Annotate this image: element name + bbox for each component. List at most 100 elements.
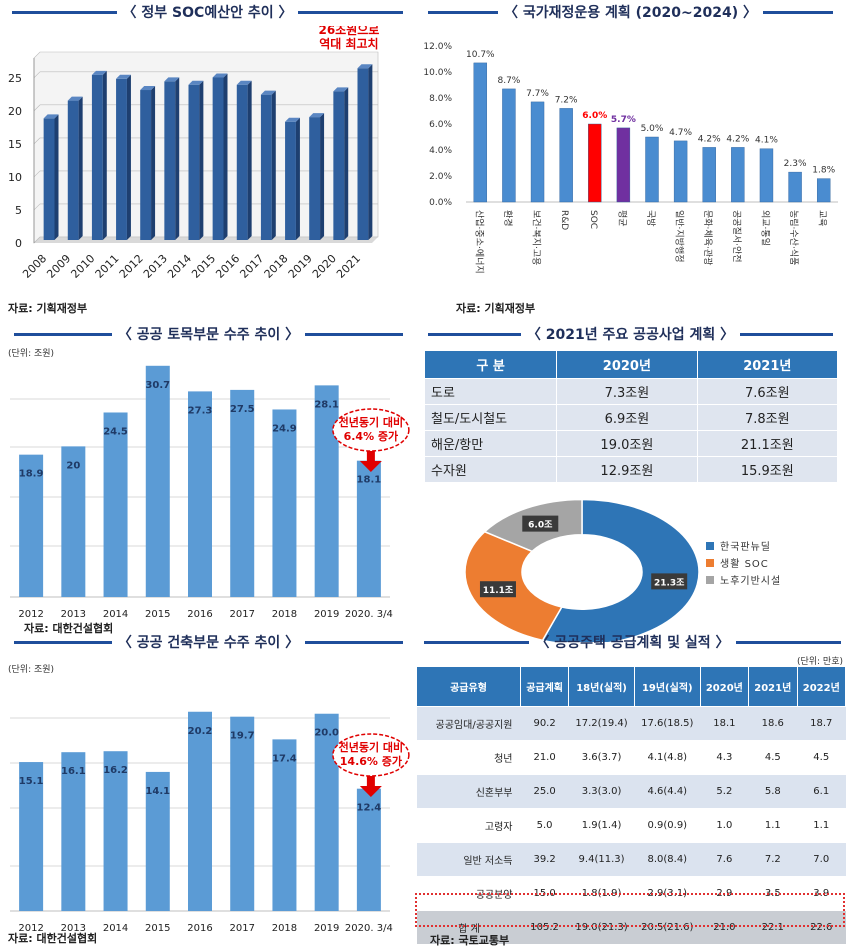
y-tick-label: 5 (15, 204, 22, 217)
total-row: 합 계 105.2 19.0(21.3) 20.5(21.6) 21.0 22.1 22.6 (416, 910, 846, 945)
table-cell: 5.8 (748, 774, 798, 809)
bar-top (116, 74, 131, 79)
unit-note: (단위: 조원) (8, 349, 55, 359)
legend-item: 한국판뉴딜 (706, 537, 781, 554)
x-tick-label: 문화·체육·관광 (702, 210, 714, 265)
column-header: 2021년 (696, 350, 839, 379)
table-cell: 신혼부부 (416, 774, 521, 809)
bar (145, 771, 170, 911)
table-cell: 21.1조원 (696, 430, 839, 457)
table-cell: 7.6조원 (696, 378, 839, 405)
panel-title-bar: 〈 2021년 주요 공공사업 계획 〉 (424, 322, 837, 346)
table-row: 일반 저소득 39.2 9.4(11.3) 8.0(8.4) 7.6 7.2 7.0 (416, 842, 846, 877)
gridline (33, 137, 41, 145)
x-tick-label: 보건·복지·고용 (531, 210, 542, 265)
table-cell: 18.1 (700, 706, 749, 741)
table-cell: 해운/항만 (423, 430, 558, 457)
legend-label: 노후기반시설 (720, 576, 782, 587)
panel-title-bar: 〈 정부 SOC예산안 추이 〉 (8, 0, 407, 24)
annotation-text: 26조원으로 (318, 26, 379, 37)
data-label: 19.7 (230, 731, 255, 742)
bar (673, 140, 688, 203)
x-tick-label: 2015 (189, 252, 218, 281)
y-tick-label: 10 (8, 171, 22, 184)
x-tick-label: 교육 (817, 210, 828, 227)
data-label: 20.0 (314, 728, 339, 739)
x-tick-label: 2017 (237, 252, 266, 281)
bar-side (175, 77, 180, 240)
table-cell: 1.1 (797, 808, 846, 843)
panel-fiscal-plan: 〈 국가재정운용 계획 (2020~2024) 〉 0.0% 2.0% 4.0% 6.… (420, 0, 857, 318)
bar (19, 454, 44, 597)
table-cell: 합 계 (416, 910, 521, 945)
bar (188, 711, 212, 911)
panel-title: 〈 정부 SOC예산안 추이 〉 (122, 5, 293, 21)
table-header-row: 공급유형 공급계획 18년(실적) 19년(실적) 2020년 2021년 2022년 (415, 666, 847, 707)
gridline (33, 170, 41, 178)
x-tick-label: 2017 (229, 609, 254, 620)
y-tick-label: 0 (15, 237, 22, 250)
bar (145, 365, 170, 597)
table-cell: 22.6 (797, 910, 846, 945)
table-cell: 17.2(19.4) (568, 706, 635, 741)
legend-label: 한국판뉴딜 (720, 542, 771, 553)
slice-label-box (479, 581, 516, 598)
bar (43, 118, 55, 240)
panel-title: 〈 2021년 주요 공공사업 계획 〉 (526, 327, 735, 343)
x-tick-label: 2014 (103, 609, 128, 620)
bar-side (151, 86, 156, 240)
x-tick-label: 2015 (145, 923, 170, 934)
bar (588, 123, 602, 203)
source-note: 자료: 기획재정부 (8, 302, 88, 315)
bar-side (78, 96, 83, 240)
x-tick-label: 2020. 3/4 (345, 923, 393, 934)
bar (188, 84, 200, 240)
table-cell: 일반 저소득 (416, 842, 521, 877)
bar (116, 78, 127, 241)
legend-label: 생활 SOC (720, 559, 769, 570)
column-header: 2020년 (699, 666, 750, 707)
x-tick-label: 2012 (18, 609, 43, 620)
x-tick-label: 2011 (93, 252, 122, 281)
legend-item: 생활 SOC (706, 554, 781, 571)
x-tick-label: 산업·중소·에너지 (473, 210, 484, 274)
column-header: 19년(실적) (633, 666, 701, 707)
legend-swatch (706, 558, 714, 567)
column-header: 2022년 (796, 666, 847, 707)
table-cell: 22.1 (748, 910, 798, 945)
data-label: 20.2 (188, 726, 213, 737)
gridline (33, 104, 41, 112)
x-tick-label: 2021 (334, 252, 363, 281)
building-orders-chart: 15.1 2012 16.1 2013 16.2 2014 14.1 2015 20.2 2016… (10, 711, 410, 934)
bar-top (260, 90, 276, 95)
bar-top (285, 117, 300, 122)
data-label: 16.1 (61, 766, 86, 777)
projects-table: 구 분 2020년 2021년 도로 7.3조원 7.6조원 철도/도시철도 6.9조원 7.8… (423, 350, 839, 483)
table-cell: 0.9(0.9) (634, 808, 701, 843)
data-label: 27.5 (230, 404, 255, 415)
bar (530, 101, 545, 203)
bar-side (102, 70, 107, 240)
column-header: 공급유형 (415, 666, 522, 707)
panel-title-bar: 〈 국가재정운용 계획 (2020~2024) 〉 (424, 0, 837, 24)
chart-wall (33, 51, 379, 244)
x-tick-label: 2017 (229, 923, 254, 934)
table-cell: 4.5 (748, 740, 798, 775)
table-cell: 공공임대/공공지원 (416, 706, 521, 741)
data-label: 4.2% (698, 134, 721, 144)
bar-top (164, 77, 180, 82)
bar-side (295, 117, 300, 240)
table-cell: 19.0조원 (556, 430, 698, 457)
x-tick-label: 2016 (187, 609, 212, 620)
source-note: 자료: 국토교통부 (430, 934, 510, 947)
bar (272, 409, 297, 597)
bar (61, 446, 86, 597)
bar-side (344, 87, 349, 240)
x-tick-label: 2019 (314, 609, 339, 620)
panel-building-orders: 〈 공공 건축부문 수주 추이 〉 (단위: 조원) 15.1 2012 16.1 2… (0, 630, 415, 950)
table-cell: 4.6(4.4) (634, 774, 701, 809)
table-cell: 25.0 (520, 774, 569, 809)
bar-top (188, 80, 204, 85)
bar (473, 62, 488, 203)
x-tick-label: 평균 (616, 210, 627, 227)
